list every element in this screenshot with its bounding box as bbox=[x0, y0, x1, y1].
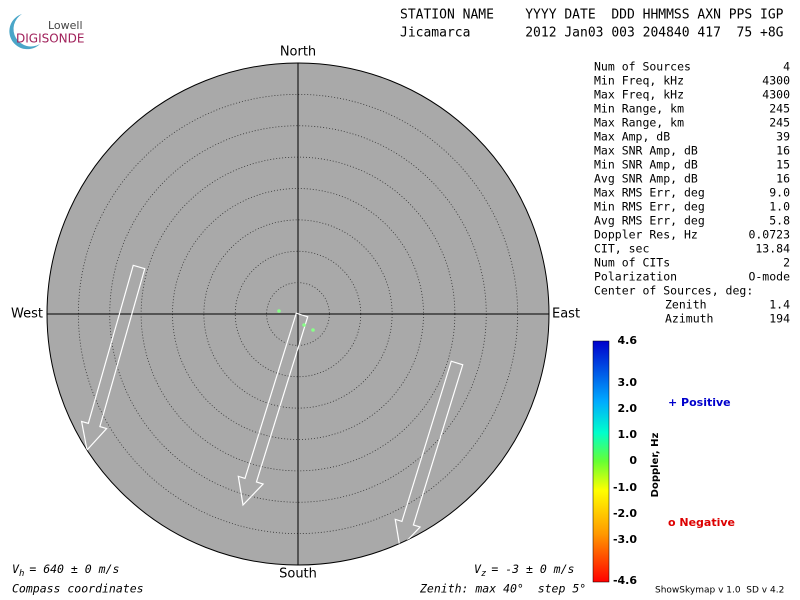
stat-value: 245 bbox=[769, 116, 790, 130]
velocity-arrows bbox=[80, 264, 464, 550]
stat-label: Max Range, km bbox=[594, 116, 684, 130]
colorbar-tick-label: -2.0 bbox=[613, 507, 637, 520]
zenith-label: Zenith: max 40° step 5° bbox=[419, 582, 586, 596]
stat-value: 4300 bbox=[762, 74, 790, 88]
center-label: Azimuth bbox=[665, 312, 713, 326]
stat-label: Num of Sources bbox=[594, 60, 691, 74]
colorbar-tick-label: -1.0 bbox=[613, 481, 637, 494]
stat-value: 2 bbox=[783, 256, 790, 270]
center-label: Zenith bbox=[665, 298, 707, 312]
colorbar-title: Doppler, Hz bbox=[650, 433, 661, 498]
stat-label: Min RMS Err, deg bbox=[594, 200, 705, 214]
stat-label: Avg RMS Err, deg bbox=[594, 214, 705, 228]
header-line: STATION NAME YYYY DATE DDD HHMMSS AXN PP… bbox=[400, 8, 784, 23]
stat-value: 16 bbox=[776, 172, 790, 186]
source-point bbox=[302, 323, 306, 327]
stat-value: 15 bbox=[776, 158, 790, 172]
stat-label: Polarization bbox=[594, 270, 677, 284]
compass-label: East bbox=[552, 307, 580, 322]
coords-label: Compass coordinates bbox=[12, 582, 144, 596]
center-value: 1.4 bbox=[769, 298, 790, 312]
stat-label: Min Freq, kHz bbox=[594, 74, 684, 88]
logo-top: Lowell bbox=[48, 19, 83, 32]
vh-label: Vh = 640 ± 0 m/s bbox=[12, 562, 119, 579]
stat-value: 245 bbox=[769, 102, 790, 116]
colorbar-ticks: 4.6 3.0 2.0 1.0 0 -1.0 -2.0 -3.0 -4.6 bbox=[613, 334, 637, 587]
stat-label: Doppler Res, Hz bbox=[594, 228, 698, 242]
colorbar bbox=[592, 340, 610, 583]
version-label: ShowSkymap v 1.0 SD v 4.2 bbox=[655, 586, 784, 596]
compass-label: South bbox=[279, 567, 317, 582]
stat-value: 5.8 bbox=[769, 214, 790, 228]
stat-label: Max Freq, kHz bbox=[594, 88, 684, 102]
logo-bottom: DIGISONDE bbox=[16, 32, 84, 46]
colorbar-tick-label: 0 bbox=[629, 454, 637, 467]
stat-value: 0.0723 bbox=[748, 228, 790, 242]
colorbar-tick-label: -4.6 bbox=[613, 574, 637, 587]
compass-label: North bbox=[280, 45, 316, 60]
stat-value: 13.84 bbox=[755, 242, 790, 256]
stat-label: Min SNR Amp, dB bbox=[594, 158, 698, 172]
colorbar-tick-label: 4.6 bbox=[618, 334, 638, 347]
stat-value: O-mode bbox=[748, 270, 790, 284]
compass-label: West bbox=[11, 307, 43, 322]
header-line: Jicamarca 2012 Jan03 003 204840 417 75 +… bbox=[400, 26, 784, 41]
logo-swoosh bbox=[9, 14, 40, 50]
center-value: 194 bbox=[769, 312, 790, 326]
source-point bbox=[277, 309, 281, 313]
source-point bbox=[311, 328, 315, 332]
stat-value: 1.0 bbox=[769, 200, 790, 214]
stat-value: 4 bbox=[783, 60, 790, 74]
stat-label: Max RMS Err, deg bbox=[594, 186, 705, 200]
velocity-arrow bbox=[237, 312, 309, 507]
logo: Lowell DIGISONDE bbox=[9, 14, 84, 50]
stat-value: 16 bbox=[776, 144, 790, 158]
stat-label: CIT, sec bbox=[594, 242, 649, 256]
legend-positive: + Positive bbox=[668, 396, 731, 409]
colorbar-tick-label: 2.0 bbox=[618, 402, 638, 415]
legend-negative: o Negative bbox=[668, 516, 735, 529]
colorbar-tick-label: -3.0 bbox=[613, 533, 637, 546]
center-title: Center of Sources, deg: bbox=[594, 284, 753, 298]
stat-label: Max Amp, dB bbox=[594, 130, 670, 144]
stat-value: 4300 bbox=[762, 88, 790, 102]
stat-label: Min Range, km bbox=[594, 102, 684, 116]
velocity-arrow bbox=[80, 264, 146, 452]
colorbar-tick-label: 3.0 bbox=[618, 376, 638, 389]
velocity-arrow bbox=[394, 360, 464, 550]
colorbar-tick-label: 1.0 bbox=[618, 428, 638, 441]
stat-label: Avg SNR Amp, dB bbox=[594, 172, 698, 186]
stat-value: 9.0 bbox=[769, 186, 790, 200]
stat-label: Max SNR Amp, dB bbox=[594, 144, 698, 158]
stat-value: 39 bbox=[776, 130, 790, 144]
stats-table: Num of Sources 4 Min Freq, kHz 4300 Max Freq… bbox=[594, 60, 790, 326]
stat-label: Num of CITs bbox=[594, 256, 670, 270]
vz-label: Vz = -3 ± 0 m/s bbox=[474, 562, 575, 579]
